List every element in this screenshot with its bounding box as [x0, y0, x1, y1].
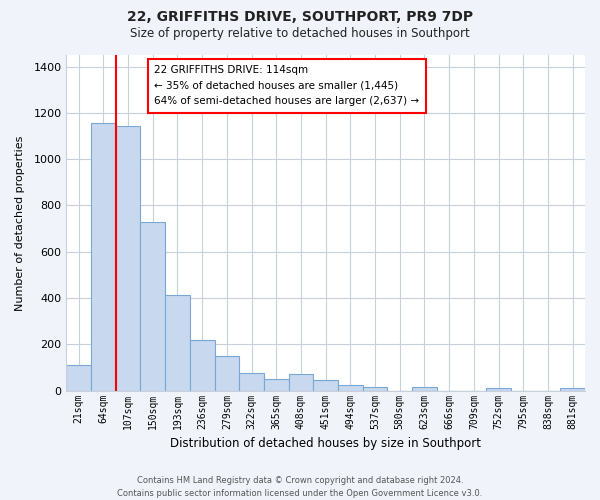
Text: 22, GRIFFITHS DRIVE, SOUTHPORT, PR9 7DP: 22, GRIFFITHS DRIVE, SOUTHPORT, PR9 7DP	[127, 10, 473, 24]
Bar	[560, 388, 585, 390]
Bar	[264, 379, 289, 390]
Text: 22 GRIFFITHS DRIVE: 114sqm
← 35% of detached houses are smaller (1,445)
64% of s: 22 GRIFFITHS DRIVE: 114sqm ← 35% of deta…	[154, 65, 419, 106]
Y-axis label: Number of detached properties: Number of detached properties	[15, 135, 25, 310]
Bar	[289, 374, 313, 390]
Bar	[412, 387, 437, 390]
Bar	[165, 294, 190, 390]
Bar	[91, 124, 116, 390]
Bar	[190, 340, 215, 390]
Bar	[215, 356, 239, 390]
Bar	[67, 365, 91, 390]
Bar	[313, 380, 338, 390]
Text: Contains HM Land Registry data © Crown copyright and database right 2024.
Contai: Contains HM Land Registry data © Crown c…	[118, 476, 482, 498]
Bar	[338, 385, 363, 390]
Bar	[140, 222, 165, 390]
Bar	[486, 388, 511, 390]
Bar	[116, 126, 140, 390]
Bar	[363, 387, 388, 390]
Text: Size of property relative to detached houses in Southport: Size of property relative to detached ho…	[130, 28, 470, 40]
X-axis label: Distribution of detached houses by size in Southport: Distribution of detached houses by size …	[170, 437, 481, 450]
Bar	[239, 374, 264, 390]
